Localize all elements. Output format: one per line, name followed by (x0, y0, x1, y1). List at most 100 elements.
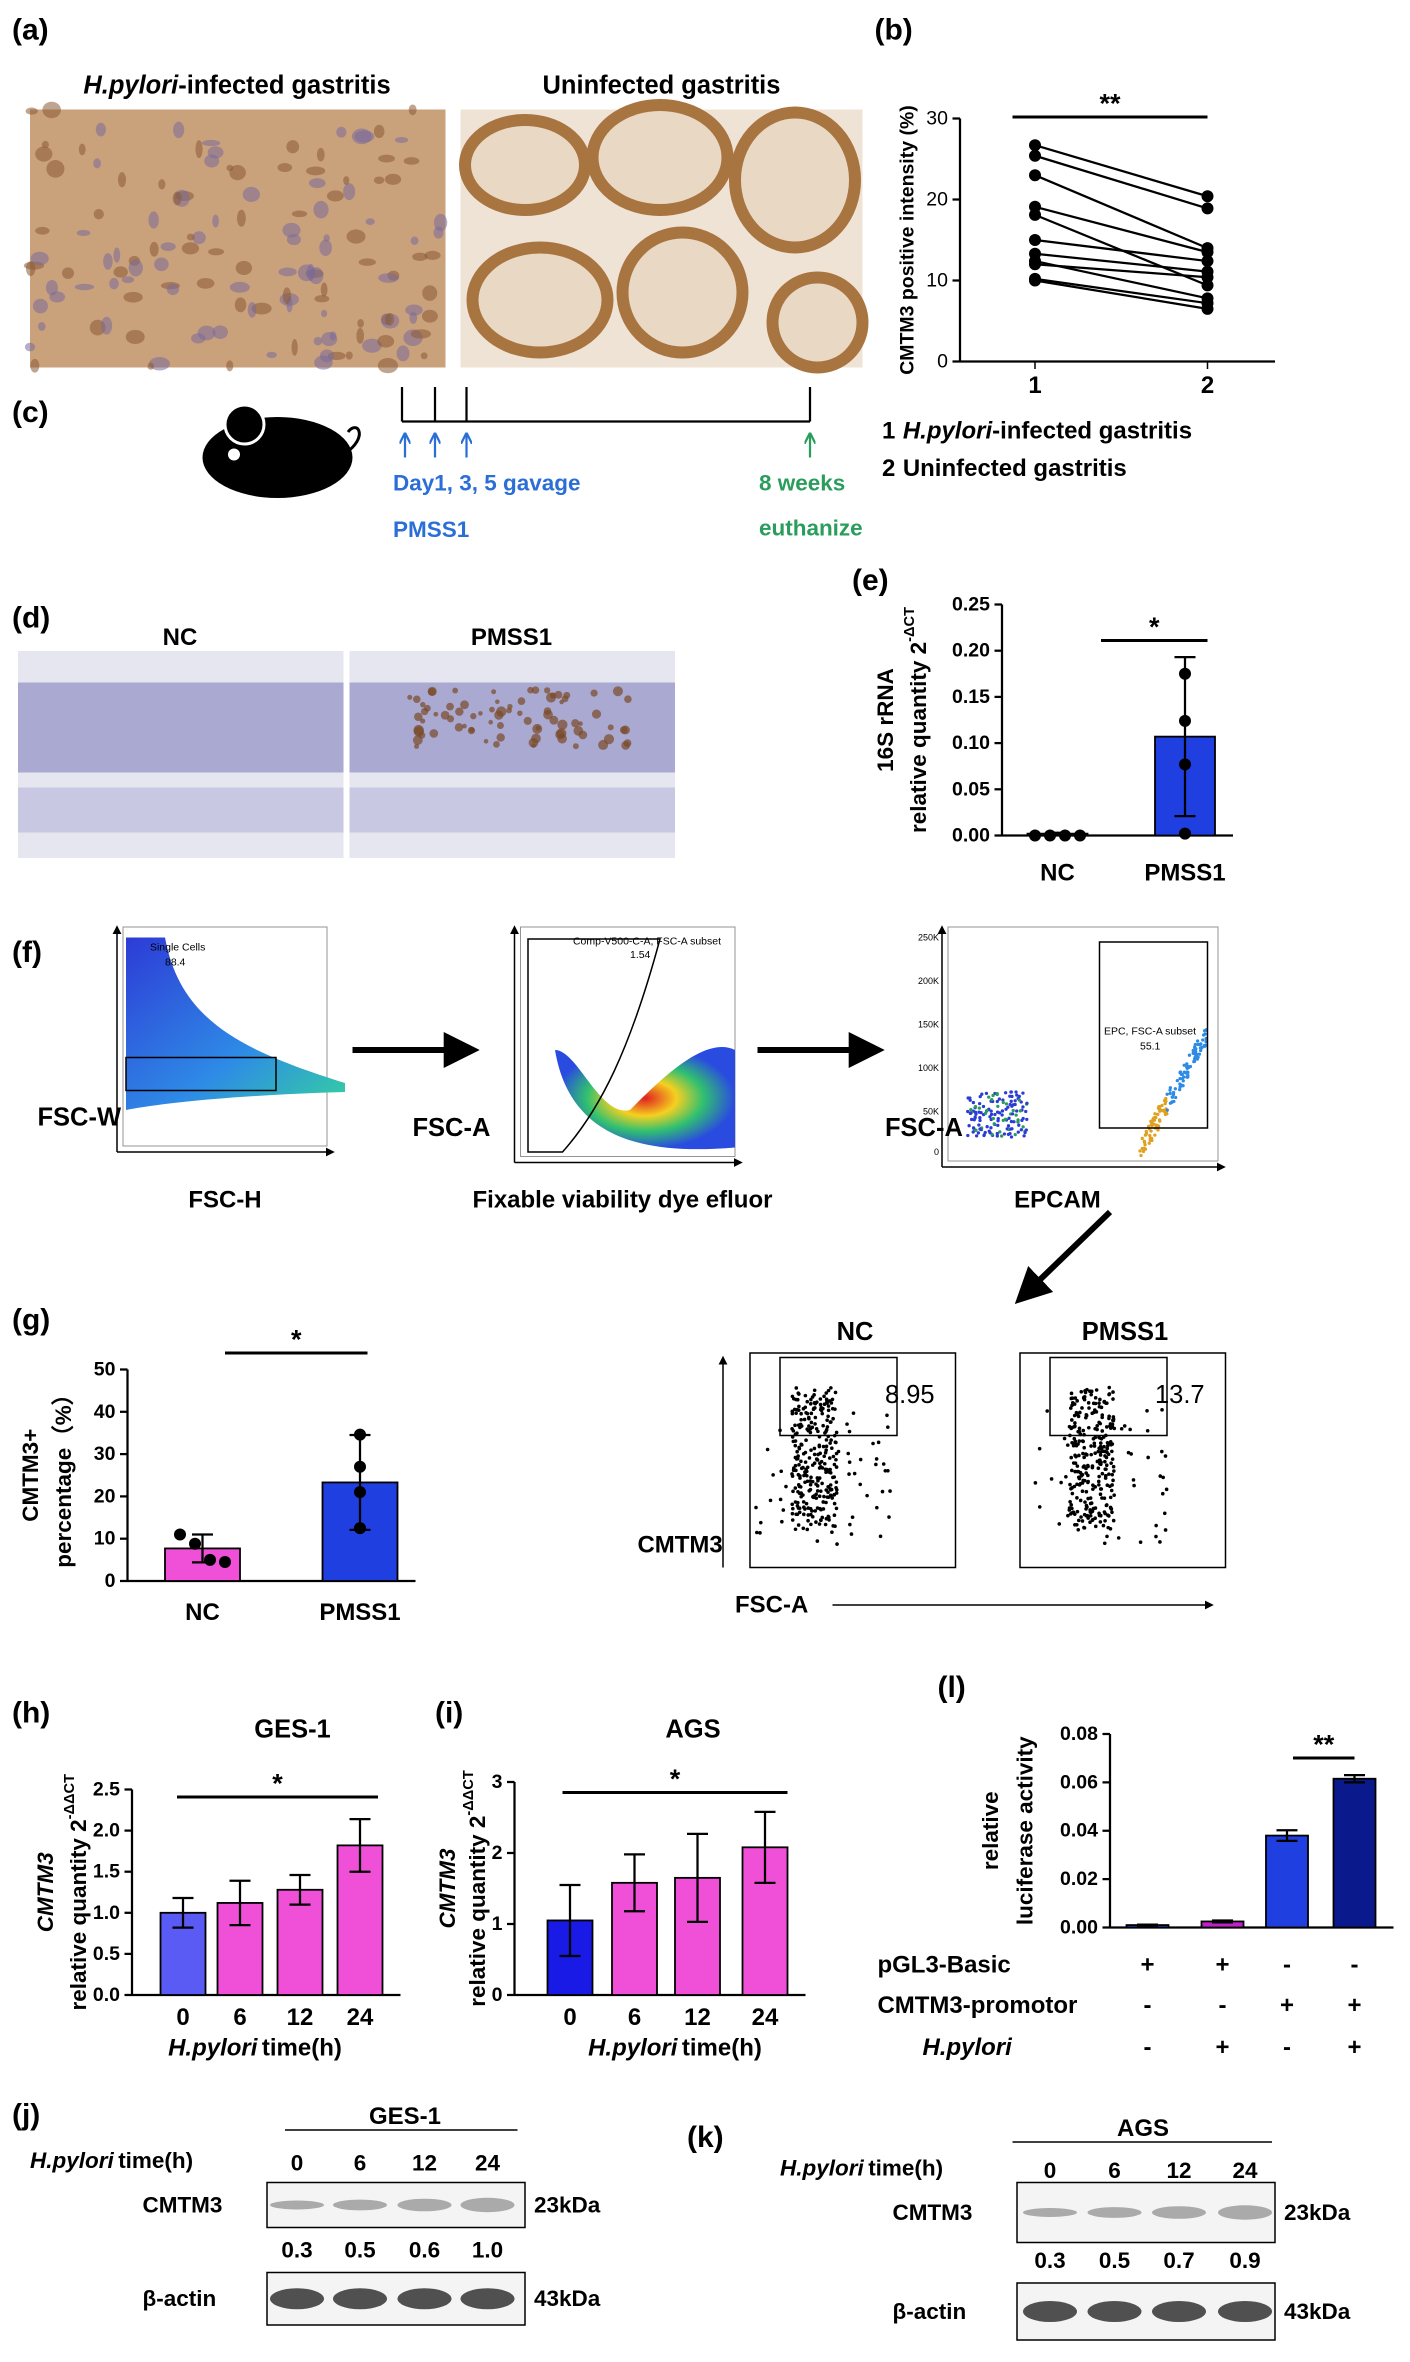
histology-texture (358, 258, 376, 266)
event (978, 1094, 982, 1099)
event (1088, 1513, 1093, 1518)
event (1158, 1474, 1163, 1478)
histology-texture (196, 277, 215, 289)
stain (407, 694, 413, 700)
event (1059, 1480, 1063, 1485)
event (809, 1448, 813, 1452)
event (1019, 1128, 1023, 1132)
histology-texture (314, 295, 330, 303)
y-tick-label: 0.20 (952, 640, 990, 662)
y-tick-label: 0.02 (1060, 1868, 1098, 1890)
x-tick-label: 6 (233, 2004, 246, 2031)
x-tick-label: NC (1040, 859, 1075, 886)
event (795, 1504, 800, 1508)
panel-label: (d) (12, 601, 50, 634)
histology-texture (405, 304, 423, 316)
stain (494, 710, 504, 720)
event (817, 1444, 822, 1449)
histology-texture (242, 186, 260, 202)
condition-sign: - (1283, 1951, 1291, 1978)
event (846, 1451, 851, 1456)
histology-texture (412, 252, 428, 262)
event (850, 1515, 855, 1519)
event (799, 1491, 803, 1495)
histology-texture (101, 316, 113, 335)
event (778, 1428, 782, 1433)
event (816, 1429, 820, 1434)
event (1129, 1452, 1133, 1456)
event (1021, 1105, 1025, 1109)
point (174, 1528, 187, 1541)
event (1002, 1132, 1007, 1136)
histology-texture (61, 267, 75, 279)
event (827, 1456, 832, 1460)
x-tick-label: 0 (563, 2004, 576, 2031)
event (832, 1433, 837, 1438)
event (1100, 1429, 1105, 1433)
event (808, 1402, 813, 1406)
event (1087, 1406, 1091, 1410)
histology-texture (291, 339, 298, 356)
event (1075, 1469, 1080, 1474)
y-axis-title: CMTM3 (435, 1848, 460, 1928)
event (815, 1484, 820, 1488)
event (1102, 1510, 1107, 1514)
event (1021, 1116, 1025, 1121)
gate-value: 13.7 (1155, 1381, 1205, 1409)
panel-label: (k) (687, 2121, 724, 2154)
event (989, 1112, 994, 1117)
event (795, 1397, 800, 1402)
event (809, 1512, 813, 1517)
event (1101, 1435, 1106, 1439)
event (978, 1116, 982, 1120)
label: Fixable viability dye efluor (473, 1186, 773, 1213)
event (1145, 1428, 1150, 1433)
histology-texture (78, 143, 86, 156)
pair-line (1034, 205, 1208, 254)
event (1021, 1125, 1025, 1129)
y-axis-title: relative (977, 1791, 1002, 1870)
stain (414, 712, 423, 722)
event (817, 1476, 822, 1480)
histology-texture (343, 183, 356, 201)
event (966, 1109, 970, 1114)
event (1084, 1413, 1089, 1417)
stain (429, 729, 439, 738)
pair-line (1034, 174, 1208, 250)
stain (483, 739, 489, 744)
event (1162, 1511, 1167, 1516)
event (1153, 1133, 1157, 1137)
stain (590, 689, 598, 697)
event (793, 1423, 797, 1428)
event (1142, 1140, 1147, 1145)
event (815, 1489, 820, 1493)
event (1070, 1506, 1074, 1511)
gland (586, 98, 734, 216)
significance: * (291, 1324, 302, 1354)
event (826, 1404, 831, 1408)
event (1165, 1092, 1169, 1096)
histology-texture (49, 291, 66, 303)
event (973, 1104, 978, 1109)
point (189, 1537, 202, 1550)
event (1083, 1389, 1087, 1393)
histology-texture (321, 332, 338, 347)
histology-texture (410, 329, 432, 339)
stain (462, 723, 467, 729)
stain (455, 707, 464, 716)
histology-texture (197, 325, 216, 341)
label: FSC-A (735, 1591, 808, 1618)
point (1058, 829, 1071, 842)
event (1192, 1059, 1197, 1063)
gland (766, 271, 869, 374)
event (834, 1485, 838, 1490)
histology-texture (314, 355, 333, 370)
event (830, 1530, 834, 1535)
event (1075, 1464, 1080, 1468)
histology-texture (365, 218, 375, 226)
event (969, 1108, 973, 1112)
event (797, 1506, 802, 1510)
event (1201, 1033, 1206, 1037)
plot-frame (947, 926, 1219, 1162)
